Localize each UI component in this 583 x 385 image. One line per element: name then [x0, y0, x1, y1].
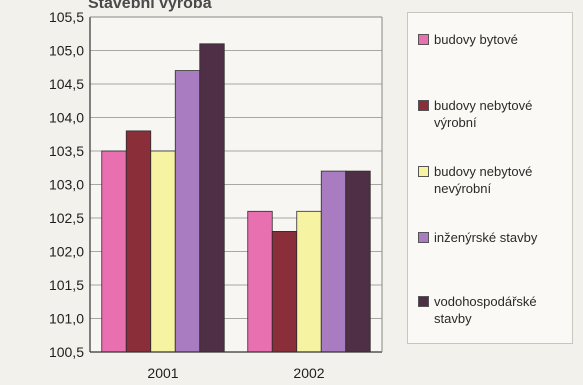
legend-swatch	[418, 166, 429, 177]
bar	[199, 43, 225, 353]
y-tick-label: 104,0	[49, 110, 84, 126]
legend-swatch	[418, 296, 429, 307]
legend-swatch	[418, 100, 429, 111]
legend-label: inženýrské stavby	[434, 230, 538, 245]
bar	[150, 150, 176, 353]
y-tick-label: 105,0	[49, 43, 84, 59]
bar	[345, 170, 371, 353]
bars	[101, 43, 371, 353]
legend: budovy bytové budovy nebytové výrobní budo…	[407, 12, 573, 344]
legend-item: vodohospodářské stavby	[418, 293, 568, 327]
bar	[271, 230, 298, 353]
y-tick-labels: 105,5 105,0 104,5 104,0 103,5 103,0 102,5 102,0…	[49, 9, 84, 360]
x-category-labels: 2001 2002	[147, 365, 324, 381]
y-tick-label: 101,0	[49, 311, 84, 327]
legend-swatch	[418, 232, 429, 243]
y-tick-label: 103,5	[49, 143, 84, 159]
x-category-label: 2001	[147, 365, 178, 381]
legend-item: budovy nebytové výrobní	[418, 97, 568, 131]
legend-label: budovy nebytové nevýrobní	[434, 164, 533, 196]
y-tick-label: 101,5	[49, 277, 84, 293]
legend-item: budovy nebytové nevýrobní	[418, 163, 568, 197]
legend-label: budovy nebytové výrobní	[434, 98, 533, 130]
bar	[247, 210, 273, 353]
chart-title-fragment: Stavební výroba	[88, 0, 212, 12]
y-tick-label: 104,5	[49, 76, 84, 92]
y-tick-label: 100,5	[49, 344, 84, 360]
axes	[89, 16, 383, 353]
legend-item: budovy bytové	[418, 31, 568, 48]
legend-swatch	[418, 34, 429, 45]
legend-item: inženýrské stavby	[418, 229, 568, 246]
y-tick-label: 103,0	[49, 177, 84, 193]
x-category-label: 2002	[293, 365, 324, 381]
legend-label: vodohospodářské stavby	[434, 294, 537, 326]
bar	[101, 150, 127, 353]
bar	[320, 170, 347, 353]
y-tick-label: 102,0	[49, 244, 84, 260]
bar	[296, 210, 322, 353]
bar	[125, 130, 152, 353]
legend-label: budovy bytové	[434, 32, 518, 47]
y-tick-label: 102,5	[49, 210, 84, 226]
bar	[174, 70, 201, 353]
y-tick-label: 105,5	[49, 9, 84, 25]
